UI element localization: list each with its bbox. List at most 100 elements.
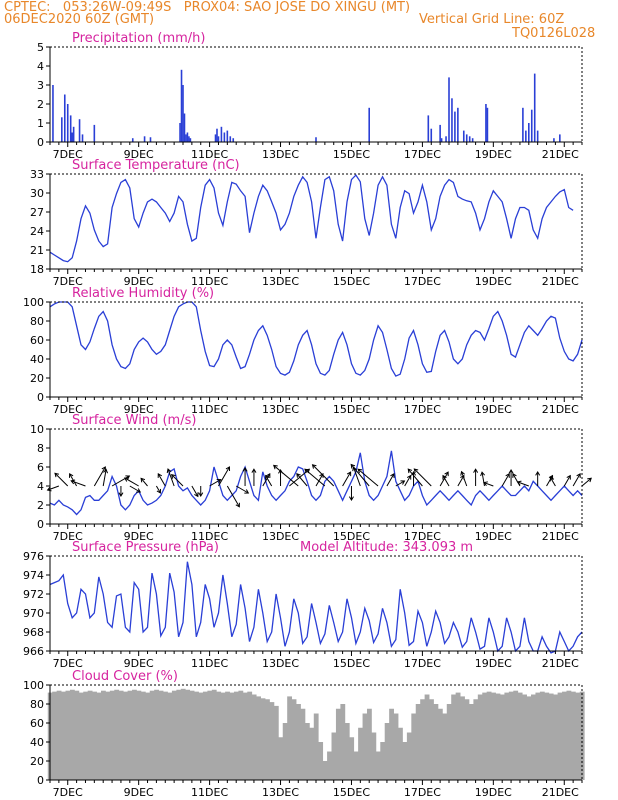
precip-bar (315, 137, 317, 142)
series-line-temp (49, 174, 574, 263)
y-tick-label: 968 (23, 626, 44, 639)
wind-vector-head (576, 473, 581, 478)
cloud-cover-bar (446, 704, 452, 780)
cloud-cover-bar (145, 692, 151, 780)
x-tick-label: 21DEC (542, 403, 579, 416)
wind-vector (171, 474, 184, 487)
x-tick-label: 11DEC (191, 148, 228, 161)
x-tick-label: 17DEC (404, 148, 441, 161)
panel-temp: 18 21 24 27 30 33 7DEC 9DEC 11DEC 13DEC 15DEC 17DEC… (30, 168, 583, 288)
x-tick-label: 17DEC (404, 530, 441, 543)
y-tick-label: 33 (30, 168, 44, 181)
wind-vector-head (46, 486, 52, 492)
precip-bar (454, 111, 456, 142)
cloud-cover-bar (247, 691, 253, 780)
precip-bar (440, 138, 443, 142)
cloud-cover-bar (424, 694, 430, 780)
wind-vector (353, 467, 361, 487)
x-tick-label: 9DEC (124, 275, 154, 288)
precip-bar (528, 123, 530, 142)
cloud-cover-bar (362, 713, 368, 780)
cloud-cover-bar (189, 690, 195, 780)
wind-vector-head (516, 480, 522, 486)
y-tick-label: 4 (37, 480, 44, 493)
y-tick-label: 976 (23, 550, 44, 563)
wind-vector-head (348, 496, 354, 501)
wind-vector (129, 485, 141, 493)
series-line-rh (49, 301, 583, 377)
x-tick-label: 15DEC (333, 275, 370, 288)
wind-vector-head (69, 473, 74, 478)
x-tick-label: 17DEC (404, 657, 441, 670)
cloud-cover-bar (198, 692, 204, 780)
cloud-cover-bar (468, 704, 474, 780)
wind-vector-head (413, 468, 419, 474)
cloud-cover-bar (260, 698, 266, 780)
y-tick-label: 20 (30, 372, 44, 385)
x-tick-label: 7DEC (53, 786, 83, 799)
wind-vector-head (140, 477, 146, 483)
cloud-cover-bar (309, 727, 315, 780)
cloud-cover-bar (335, 708, 341, 780)
x-tick-label: 7DEC (53, 530, 83, 543)
wind-vector (501, 473, 510, 487)
cloud-cover-bar (52, 691, 58, 780)
precip-bar (81, 134, 84, 142)
precip-bar (525, 130, 527, 142)
x-tick-label: 11DEC (191, 657, 228, 670)
cloud-cover-bar (87, 690, 93, 780)
cloud-cover-bar (185, 689, 191, 780)
wind-vector-head (483, 481, 488, 487)
cloud-cover-bar (296, 704, 301, 780)
wind-vector-head (296, 473, 301, 478)
cloud-cover-bar (433, 704, 439, 780)
y-tick-label: 60 (30, 334, 44, 347)
precip-bar (448, 77, 450, 142)
wind-vector (481, 472, 485, 487)
wind-vector (386, 473, 395, 487)
x-tick-label: 19DEC (475, 403, 512, 416)
wind-vector-head (304, 468, 309, 474)
precip-bar (522, 107, 524, 142)
cloud-cover-bar (366, 708, 372, 780)
precip-bar (179, 123, 181, 142)
y-tick-label: 20 (30, 755, 44, 768)
precip-bar (536, 130, 539, 142)
wind-vector (226, 485, 240, 508)
series-line-wind (49, 450, 583, 516)
wind-vector (262, 473, 271, 487)
y-tick-label: 2 (37, 98, 44, 111)
cloud-cover-bar (304, 723, 310, 780)
cloud-cover-bar (83, 691, 89, 780)
wind-vector (265, 475, 273, 487)
precip-bar (462, 130, 465, 142)
wind-vector (273, 465, 299, 487)
y-tick-label: 40 (30, 353, 44, 366)
wind-vector-head (273, 464, 278, 470)
wind-vector (209, 479, 221, 487)
wind-vector-head (136, 488, 142, 493)
wind-vector (442, 475, 450, 487)
precip-bar (71, 132, 73, 142)
wind-vector (483, 482, 494, 487)
x-tick-label: 7DEC (53, 275, 83, 288)
wind-vector (304, 468, 326, 487)
precip-bar (78, 119, 81, 142)
cloud-cover-bar (384, 723, 390, 780)
cloud-cover-bar (318, 742, 324, 780)
wind-vector (167, 468, 175, 487)
y-tick-label: 40 (30, 736, 44, 749)
precip-bar (486, 107, 489, 142)
wind-vector (140, 478, 148, 487)
cloud-cover-bar (526, 696, 532, 780)
cloud-cover-bar (273, 705, 279, 780)
cloud-cover-bar (398, 727, 403, 780)
cloud-cover-bar (278, 737, 284, 780)
cloud-cover-bar (313, 713, 319, 780)
wind-vector-head (444, 471, 449, 477)
wind-vector-head (156, 488, 161, 494)
cloud-cover-bar (322, 761, 328, 780)
panel-title-temp: Surface Temperature (nC) (72, 158, 240, 173)
y-tick-label: 970 (23, 607, 44, 620)
